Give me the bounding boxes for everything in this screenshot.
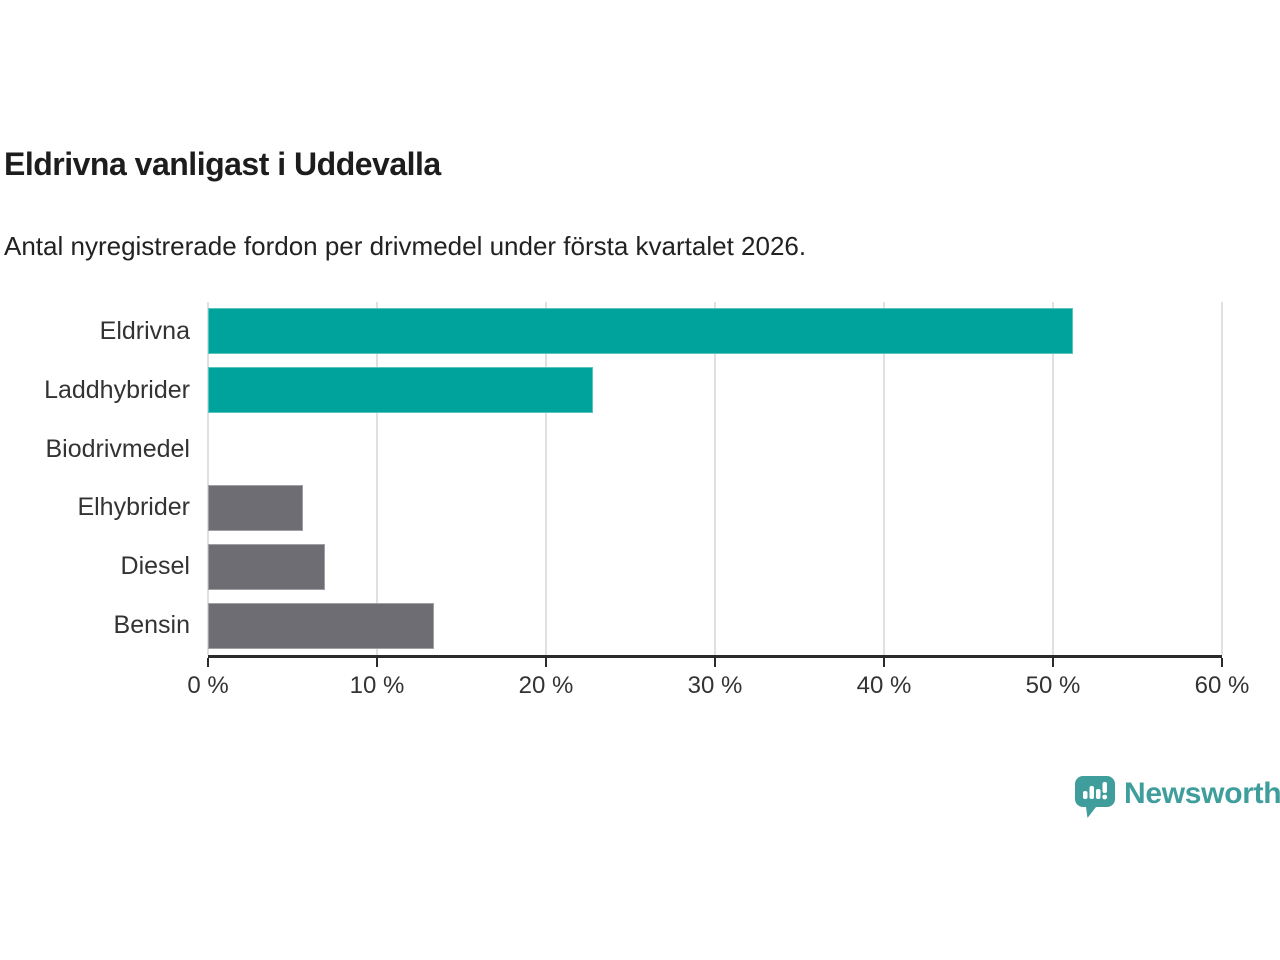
x-axis-tick xyxy=(545,658,547,667)
bar-track xyxy=(208,308,1222,355)
bar-track xyxy=(208,543,1222,590)
gridline xyxy=(1221,302,1223,655)
x-axis-tick-label: 10 % xyxy=(349,672,405,699)
x-axis-tick xyxy=(1052,658,1054,667)
x-axis-line xyxy=(208,655,1222,658)
x-axis-tick xyxy=(376,658,378,667)
newsworthy-logo-text: Newsworthy xyxy=(1124,777,1280,810)
bar-row: Laddhybrider xyxy=(0,361,1222,420)
category-label: Laddhybrider xyxy=(44,375,190,404)
bar xyxy=(208,308,1074,355)
gridline xyxy=(714,302,716,655)
x-axis-tick-label: 0 % xyxy=(187,672,229,699)
bar-track xyxy=(208,426,1222,472)
x-axis-tick-label: 30 % xyxy=(687,672,743,699)
bar xyxy=(208,484,303,531)
plot-area: Eldrivna Laddhybrider Biodrivmedel Elhyb… xyxy=(0,302,1223,655)
category-label: Diesel xyxy=(120,552,190,581)
chart-subtitle: Antal nyregistrerade fordon per drivmede… xyxy=(4,231,807,261)
category-label: Eldrivna xyxy=(99,316,190,345)
bar-row: Eldrivna xyxy=(0,302,1222,361)
x-axis-tick-label: 20 % xyxy=(518,672,574,699)
bar-row: Bensin xyxy=(0,596,1222,655)
bar xyxy=(208,543,325,590)
x-axis-tick xyxy=(207,658,209,667)
bar-row: Biodrivmedel xyxy=(0,420,1222,479)
x-axis-tick xyxy=(1221,658,1223,667)
bar-track xyxy=(208,484,1222,531)
gridline xyxy=(883,302,885,655)
chart-title: Eldrivna vanligast i Uddevalla xyxy=(4,146,441,182)
x-axis: 0 % 10 % 20 % 30 % 40 % 50 % 60 % xyxy=(187,655,1249,705)
x-axis-tick-label: 40 % xyxy=(856,672,912,699)
bar-track xyxy=(208,367,1222,414)
bar-rows: Eldrivna Laddhybrider Biodrivmedel Elhyb… xyxy=(0,302,1222,655)
gridline xyxy=(1052,302,1054,655)
gridline xyxy=(207,302,209,655)
bar xyxy=(208,602,435,649)
x-axis-tick xyxy=(714,658,716,667)
x-axis-tick-label: 60 % xyxy=(1194,672,1250,699)
brand-footer: Newsworthy xyxy=(1075,776,1280,818)
bar-row: Elhybrider xyxy=(0,478,1222,537)
category-label: Elhybrider xyxy=(77,493,190,522)
x-axis-tick xyxy=(883,658,885,667)
category-label: Biodrivmedel xyxy=(45,434,190,463)
gridline xyxy=(376,302,378,655)
newsworthy-logo-icon xyxy=(1075,776,1115,818)
gridline xyxy=(545,302,547,655)
category-label: Bensin xyxy=(113,611,190,640)
bar-row: Diesel xyxy=(0,537,1222,596)
gridline-layer xyxy=(207,302,1223,655)
bar xyxy=(208,367,594,414)
x-axis-tick-label: 50 % xyxy=(1025,672,1081,699)
bar-track xyxy=(208,602,1222,649)
